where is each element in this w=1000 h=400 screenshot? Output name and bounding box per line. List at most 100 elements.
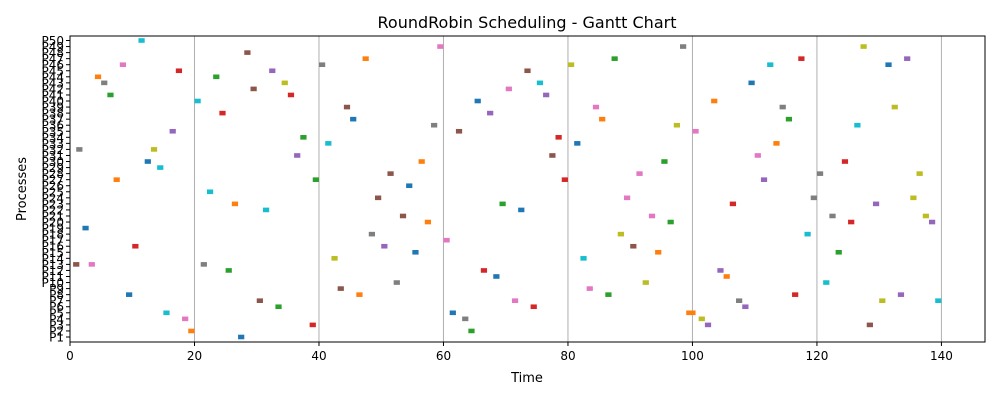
y-tick-label: P49 <box>41 40 64 54</box>
gantt-bar <box>73 262 80 267</box>
x-tick-label: 40 <box>311 349 326 363</box>
gantt-bar <box>163 310 170 316</box>
y-tick-label: P16 <box>41 240 64 254</box>
y-tick-label: P21 <box>41 209 64 223</box>
gantt-bar <box>773 141 780 146</box>
gantt-bar <box>250 86 257 92</box>
gantt-bar <box>82 225 89 231</box>
gantt-bar <box>487 110 494 116</box>
gantt-bar <box>368 231 375 237</box>
gantt-bar <box>169 128 176 134</box>
gantt-bar <box>175 68 183 74</box>
gantt-bar <box>779 104 786 110</box>
x-tick-label: 140 <box>930 349 953 363</box>
gantt-bar <box>754 153 761 158</box>
gantt-bar <box>922 213 929 219</box>
y-tick-label: P19 <box>41 222 64 236</box>
y-tick-label: P29 <box>41 161 64 175</box>
y-tick-label: P12 <box>41 264 64 278</box>
gantt-bar <box>119 62 127 68</box>
y-tick-label: P43 <box>41 76 64 90</box>
y-tick-label: P26 <box>41 179 64 193</box>
y-tick-label: P2 <box>49 324 64 338</box>
gantt-bar <box>910 195 917 201</box>
y-tick-label: P25 <box>41 185 64 199</box>
y-tick-label: P5 <box>49 306 64 320</box>
gantt-bar <box>455 128 463 134</box>
x-axis-label: Time <box>510 371 543 386</box>
gantt-bar <box>885 62 892 68</box>
gantt-bar <box>225 268 232 273</box>
gantt-bar <box>810 195 817 201</box>
gantt-bar <box>219 110 226 116</box>
x-tick-label: 120 <box>805 349 828 363</box>
y-tick-label: P3 <box>49 318 64 332</box>
y-tick-label: P8 <box>49 288 64 302</box>
y-tick-label: P15 <box>41 246 64 260</box>
y-tick-label: P27 <box>41 173 64 187</box>
gantt-bar <box>667 219 674 225</box>
gantt-bar <box>94 74 102 80</box>
gantt-bar <box>157 165 164 170</box>
y-tick-label: P50 <box>41 34 64 48</box>
gantt-bar <box>891 104 898 110</box>
gantt-bar <box>611 56 618 61</box>
gantt-bar <box>126 292 133 297</box>
gantt-bar <box>866 322 873 328</box>
y-tick-label: P45 <box>41 64 64 78</box>
gantt-bar <box>623 195 631 201</box>
x-tick-label: 80 <box>560 349 575 363</box>
gantt-bar <box>792 292 799 297</box>
gantt-bar <box>262 207 270 213</box>
gantt-bar <box>561 177 568 182</box>
gantt-bar <box>518 207 525 213</box>
y-tick-label: P22 <box>41 203 64 217</box>
gantt-bar <box>704 322 712 328</box>
gantt-bar <box>325 141 332 146</box>
gantt-bar <box>835 249 842 255</box>
gantt-bar <box>462 316 469 322</box>
gantt-bar <box>505 86 512 92</box>
gantt-bar <box>213 74 220 80</box>
gantt-bar <box>275 304 282 310</box>
gantt-bar <box>586 286 593 291</box>
gantt-bar <box>194 98 201 104</box>
x-tick-label: 0 <box>66 349 74 363</box>
gantt-bar <box>848 219 855 225</box>
gantt-bar <box>717 268 724 273</box>
gantt-bar <box>406 183 413 189</box>
y-tick-label: P24 <box>41 191 64 205</box>
gantt-bar <box>375 195 382 201</box>
gantt-bar <box>393 280 400 285</box>
gantt-bar <box>269 68 276 74</box>
y-tick-label: P34 <box>41 131 64 145</box>
y-tick-label: P10 <box>41 276 64 290</box>
x-tick-label: 100 <box>681 349 704 363</box>
gantt-bar <box>555 135 562 140</box>
y-tick-label: P40 <box>41 95 64 109</box>
gantt-bar <box>150 147 158 152</box>
gantt-bar <box>760 177 768 182</box>
gantt-bar <box>343 104 351 110</box>
x-axis-ticks: 0 20 40 60 80 100 120 140 <box>66 342 953 363</box>
gantt-bar <box>530 304 537 310</box>
gantt-bar <box>350 116 357 122</box>
y-axis-ticks: P1P2P3P4P5P6P7P8P9P10P11P12P13P14P15P16P… <box>41 34 70 345</box>
gantt-bar <box>574 141 581 146</box>
y-tick-label: P33 <box>41 137 64 151</box>
gantt-bar <box>468 328 475 334</box>
gantt-bar <box>879 298 886 303</box>
gantt-bar <box>88 262 95 267</box>
gantt-bar <box>711 98 718 104</box>
y-tick-label: P13 <box>41 258 64 272</box>
y-tick-label: P1 <box>49 331 64 345</box>
gantt-bar <box>144 159 151 164</box>
gantt-bar <box>524 68 531 74</box>
gantt-bar <box>748 80 755 86</box>
gantt-bar <box>418 159 425 164</box>
gantt-bar <box>511 298 519 303</box>
gantt-bar <box>294 153 301 158</box>
gantt-bar <box>673 122 680 128</box>
gantt-bar <box>804 231 811 237</box>
gantt-bar <box>829 213 836 219</box>
